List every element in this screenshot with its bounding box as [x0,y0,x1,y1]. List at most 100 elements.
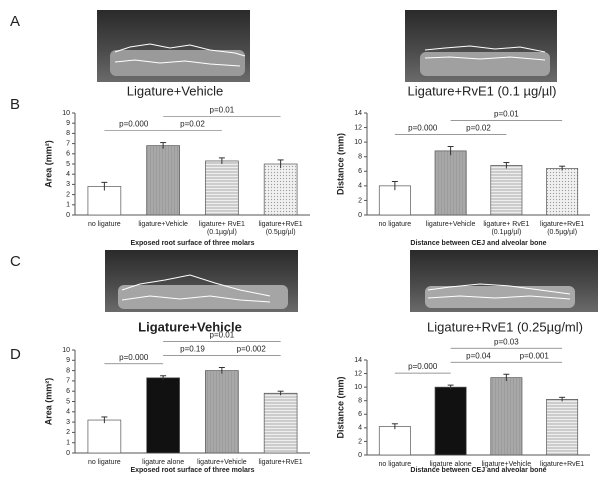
x-tick-label: ligature+ RvE1 [483,221,529,228]
y-tick-label: 10 [354,139,362,146]
panel-label: C [10,253,21,270]
y-tick-label: 6 [358,168,362,175]
photo-caption: Ligature+RvE1 (0.25µg/ml) [427,319,583,334]
x-axis-label: Distance between CEJ and alveolar bone [410,240,546,247]
bar [546,399,579,456]
p-value: p=0.001 [520,351,550,360]
bar [263,392,298,454]
x-tick-label: ligature+RvE1 [540,461,584,468]
error-bar [160,375,167,380]
y-tick-label: 7 [66,378,70,385]
y-tick-label: 3 [66,419,70,426]
y-tick-label: 2 [358,197,362,204]
error-bar [101,181,108,191]
bar [434,386,467,456]
bar [490,165,523,216]
error-bar [101,416,108,424]
photo [97,10,250,82]
x-tick-label: ligature+RvE1 [259,221,303,228]
x-axis-label: Exposed root surface of three molars [130,240,254,247]
y-tick-label: 14 [354,357,362,364]
y-tick-label: 2 [66,191,70,198]
p-value: p=0.02 [180,120,205,129]
y-tick-label: 4 [66,409,70,416]
p-value: p=0.01 [210,106,235,115]
x-tick-label: no ligature [88,221,121,228]
x-axis-label: Exposed root surface of three molars [130,467,254,474]
bar [434,150,467,216]
y-tick-label: 8 [358,398,362,405]
x-tick-label: ligature alone [142,459,184,466]
x-tick-label: ligature+Vehicle [482,461,532,468]
y-tick-label: 0 [66,212,70,219]
x-tick-label: no ligature [379,221,412,228]
y-tick-label: 9 [66,357,70,364]
panel-label: A [10,13,20,30]
y-tick-label: 4 [66,171,70,178]
p-value: p=0.000 [408,124,438,133]
bar [378,185,411,216]
error-bar [559,396,566,402]
p-value: p=0.000 [119,120,149,129]
y-tick-label: 9 [66,120,70,127]
y-tick-label: 1 [66,202,70,209]
y-axis-label: Distance (mm) [335,376,345,438]
p-value: p=0.002 [237,345,267,354]
error-bar [503,373,510,382]
bar [205,160,239,216]
y-tick-label: 6 [358,411,362,418]
x-tick-label: ligature+Vehicle [138,221,188,228]
x-tick-label: ligature+Vehicle [426,221,476,228]
p-value: p=0.01 [494,110,519,119]
x-tick-label: ligature alone [430,461,472,468]
error-bar [391,423,398,430]
x-tick-label: ligature+Vehicle [197,459,247,466]
p-value: p=0.03 [494,337,519,346]
p-value: p=0.04 [466,351,491,360]
y-tick-label: 10 [354,384,362,391]
photo [105,250,298,312]
x-tick-label: (0.1µg/µl) [207,229,237,236]
x-tick-label: ligature+ RvE1 [199,221,245,228]
p-value: p=0.000 [408,362,438,371]
y-tick-label: 3 [66,181,70,188]
y-tick-label: 0 [358,212,362,219]
p-value: p=0.000 [119,353,149,362]
x-tick-label: (0.5µg/µl) [266,229,296,236]
x-axis-label: Distance between CEJ and alveolar bone [410,467,546,474]
y-tick-label: 10 [62,110,70,117]
bar [205,370,239,454]
y-tick-label: 6 [66,151,70,158]
error-bar [277,159,284,169]
y-tick-label: 0 [66,450,70,457]
error-bar [503,162,510,169]
y-tick-label: 14 [354,110,362,117]
y-tick-label: 8 [358,154,362,161]
y-tick-label: 12 [354,124,362,131]
photo [405,10,557,82]
p-value: p=0.19 [180,345,205,354]
error-bar [277,390,284,396]
bar [87,186,122,216]
y-tick-label: 7 [66,140,70,147]
y-tick-label: 6 [66,388,70,395]
error-bar [218,367,225,374]
error-bar [218,157,225,164]
bar [146,145,180,216]
photo [410,250,598,312]
y-tick-label: 1 [66,440,70,447]
y-tick-label: 4 [358,183,362,190]
y-tick-label: 8 [66,367,70,374]
bar [546,168,579,216]
y-tick-label: 8 [66,130,70,137]
y-tick-label: 5 [66,398,70,405]
y-axis-label: Area (mm²) [43,140,53,188]
panel-label: B [10,96,20,113]
y-tick-label: 2 [358,438,362,445]
x-tick-label: ligature+RvE1 [259,459,303,466]
p-value: p=0.01 [210,331,235,340]
y-tick-label: 5 [66,161,70,168]
x-tick-label: (0.5µg/µl) [547,229,577,236]
x-tick-label: no ligature [88,459,121,466]
